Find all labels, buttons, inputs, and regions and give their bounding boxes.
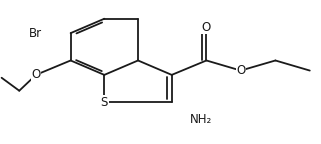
Text: Br: Br [29, 27, 42, 40]
Text: NH₂: NH₂ [189, 113, 212, 126]
Text: O: O [31, 68, 40, 81]
Text: O: O [236, 64, 245, 77]
Text: S: S [101, 96, 108, 109]
Text: O: O [202, 21, 211, 34]
